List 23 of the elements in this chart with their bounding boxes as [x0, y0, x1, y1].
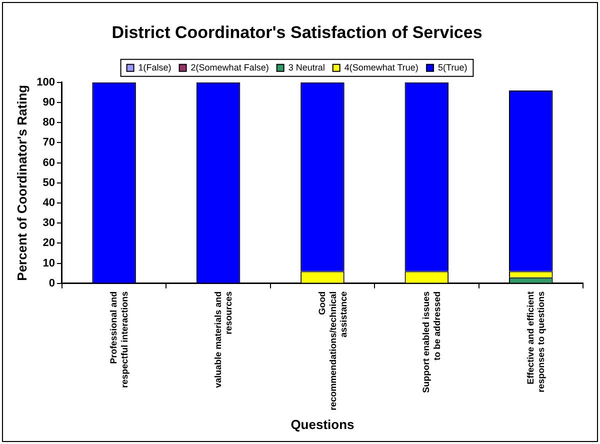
x-tick-label: valuable materials and resources: [212, 291, 234, 388]
y-tick-label: 100: [36, 76, 55, 88]
y-tick-label: 80: [42, 116, 55, 129]
y-tick-label: 20: [42, 237, 55, 250]
chart-title: District Coordinator's Satisfaction of Services: [112, 22, 482, 42]
legend-label: 4(Somewhat True): [344, 62, 418, 72]
x-tick-label: Good recommendations/technical assistance: [316, 291, 349, 410]
legend-label: 1(False): [138, 62, 172, 72]
y-tick-label: 50: [42, 176, 55, 189]
y-tick-label: 30: [42, 217, 55, 230]
y-tick-label: 40: [42, 197, 55, 210]
y-tick-label: 90: [42, 96, 55, 109]
y-tick-label: 10: [42, 257, 55, 270]
x-tick-label: Professional and respectful interactions: [108, 291, 130, 388]
y-tick-label: 60: [42, 156, 55, 169]
x-tick-label: Support enabled issues to be addressed: [421, 291, 442, 393]
legend-label: 5(True): [438, 62, 468, 72]
y-tick-label: 0: [48, 277, 55, 290]
x-axis-title: Questions: [290, 416, 354, 432]
y-tick-label: 70: [42, 136, 55, 149]
y-axis-title: Percent of Coordinator's Rating: [14, 84, 30, 281]
legend-label: 3 Neutral: [288, 62, 325, 72]
legend-label: 2(Somewhat False): [190, 62, 269, 72]
